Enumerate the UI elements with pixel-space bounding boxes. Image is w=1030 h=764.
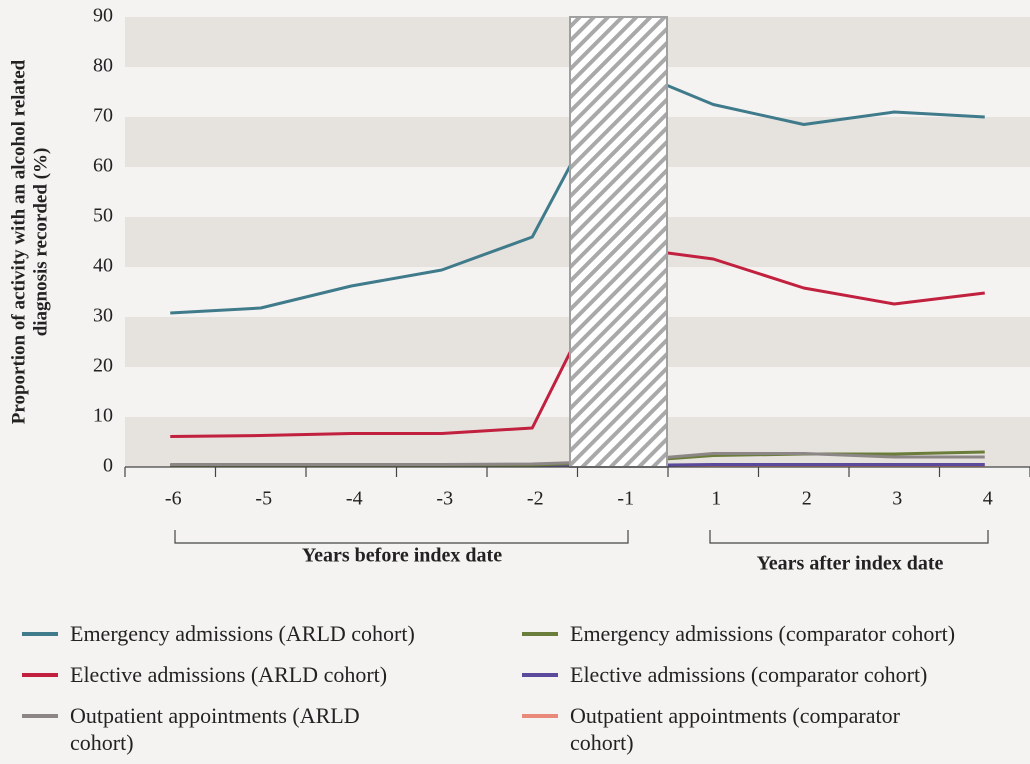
x-tick-label: -3 <box>436 488 453 510</box>
y-tick-label: 60 <box>93 155 113 177</box>
group-label: Years before index date <box>302 545 502 567</box>
legend-item: Elective admissions (comparator cohort) <box>522 661 1022 688</box>
legend: Emergency admissions (ARLD cohort) Electi… <box>22 620 1022 756</box>
y-tick-label: 40 <box>93 255 113 277</box>
y-tick-label: 70 <box>93 105 113 127</box>
legend-label: Outpatient appointments (comparator coho… <box>570 703 900 755</box>
y-tick-label: 80 <box>93 55 113 77</box>
x-tick-label: 3 <box>892 488 902 510</box>
legend-label: Outpatient appointments (ARLD cohort) <box>70 703 360 755</box>
legend-swatch <box>22 673 58 677</box>
legend-item: Outpatient appointments (comparator coho… <box>522 702 1022 756</box>
x-tick-label: -1 <box>617 488 634 510</box>
x-tick-label: -4 <box>346 488 363 510</box>
y-axis-label: Proportion of activity with an alcohol r… <box>8 59 29 424</box>
legend-swatch <box>522 714 558 718</box>
hidden-period <box>569 16 668 468</box>
legend-label: Elective admissions (comparator cohort) <box>570 662 928 687</box>
x-tick-label: 4 <box>983 488 993 510</box>
legend-swatch <box>522 673 558 677</box>
y-tick-label: 50 <box>93 205 113 227</box>
y-tick-label: 30 <box>93 305 113 327</box>
legend-swatch <box>22 632 58 636</box>
bracket <box>174 530 629 544</box>
legend-item: Emergency admissions (comparator cohort) <box>522 620 1022 647</box>
y-axis-label: diagnosis recorded (%) <box>30 148 51 337</box>
y-tick-label: 0 <box>103 455 113 477</box>
legend-swatch <box>22 714 58 718</box>
x-tick-label: -5 <box>255 488 272 510</box>
x-tick-label: -6 <box>165 488 182 510</box>
x-tick-label: 1 <box>711 488 721 510</box>
legend-item: Elective admissions (ARLD cohort) <box>22 661 522 688</box>
y-tick-label: 10 <box>93 405 113 427</box>
group-label: Years after index date <box>757 553 944 575</box>
legend-label: Elective admissions (ARLD cohort) <box>70 662 388 687</box>
legend-label: Emergency admissions (comparator cohort) <box>570 621 956 646</box>
legend-swatch <box>522 632 558 636</box>
y-tick-label: 20 <box>93 355 113 377</box>
y-tick-label: 90 <box>93 5 113 27</box>
legend-item: Emergency admissions (ARLD cohort) <box>22 620 522 647</box>
legend-label: Emergency admissions (ARLD cohort) <box>70 621 415 646</box>
legend-item: Outpatient appointments (ARLD cohort) <box>22 702 522 756</box>
x-tick-label: -2 <box>527 488 544 510</box>
x-tick-label: 2 <box>802 488 812 510</box>
bracket <box>709 530 989 544</box>
